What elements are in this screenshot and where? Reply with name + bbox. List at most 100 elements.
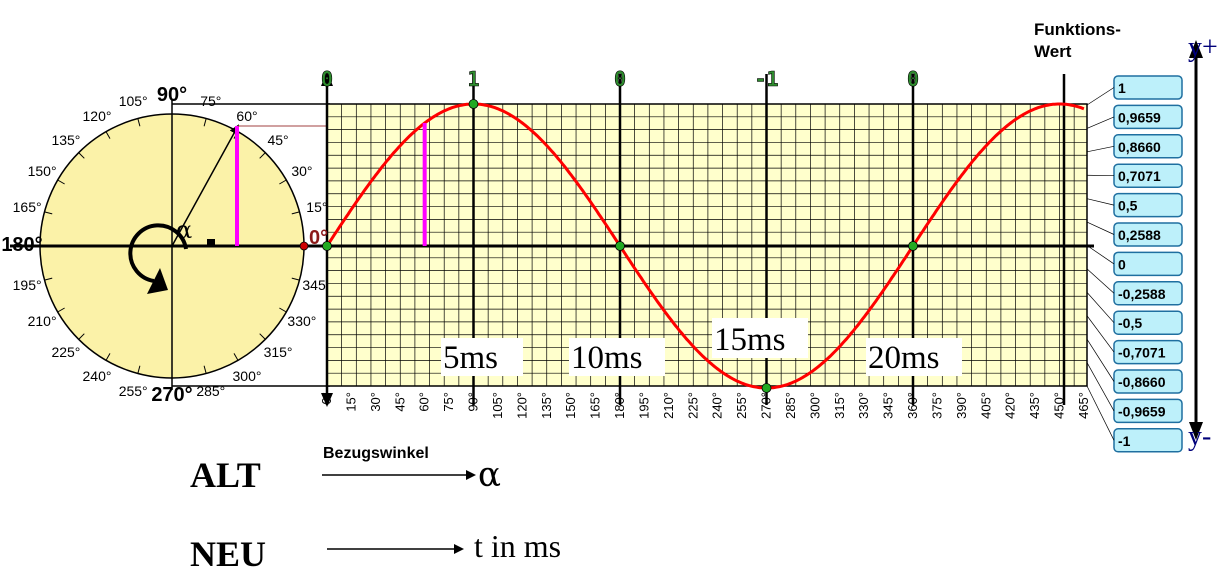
circle-angle-label: 105° [119, 93, 148, 109]
circle-tick [279, 179, 287, 185]
function-value: -0,9659 [1118, 403, 1166, 419]
legend-group: Bezugswinkel α ALT NEU t in ms [190, 445, 561, 574]
circle-angle-label: 315° [264, 344, 293, 360]
x-tick-label: 450° [1052, 392, 1067, 419]
key-point [761, 383, 772, 393]
alpha-symbol-circle: α [176, 216, 192, 244]
value-connector [1086, 338, 1115, 382]
top-value-label: 0 [907, 67, 919, 91]
circle-angle-label: 120° [83, 108, 112, 124]
x-tick-label: 315° [832, 392, 847, 419]
function-values-column: Funktions- Wert 1 0,9659 0,8660 0,7071 0,5 0,… [1034, 20, 1218, 453]
time-label: 5ms [443, 340, 498, 376]
neu-text: t in ms [474, 528, 561, 564]
circle-angle-label: 15° [306, 199, 327, 215]
function-value: 0,7071 [1118, 168, 1161, 184]
key-point [615, 241, 625, 251]
circle-tick [78, 152, 85, 159]
x-tick-label: 255° [734, 392, 749, 419]
x-tick-label: 405° [978, 392, 993, 419]
function-value: -0,5 [1118, 315, 1142, 331]
time-labels: 5ms 10ms 15ms 20ms [441, 318, 962, 376]
sine-plot: 0 1 0 -1 0 0° 15° 30° 45° 60° 75° 90° 105° 120° 135° 1… [309, 67, 1094, 419]
x-tick-label: 390° [954, 392, 969, 419]
time-label: 10ms [571, 340, 643, 376]
x-tick-label: 135° [539, 392, 554, 419]
function-value: 0,5 [1118, 198, 1138, 214]
plot-y-axis-arrow-up [321, 72, 333, 86]
value-connector [1086, 268, 1115, 294]
value-connector [1086, 292, 1115, 323]
value-connector [1086, 87, 1115, 106]
x-tick-label: 300° [807, 392, 822, 419]
x-tick-label: 15° [343, 392, 358, 412]
value-connector [1086, 245, 1115, 265]
rotation-arrow [128, 223, 188, 283]
x-tick-label: 30° [368, 392, 383, 412]
circle-tick [105, 353, 111, 361]
x-tick-label: 45° [392, 392, 407, 412]
value-connector [1086, 362, 1115, 412]
y-minus-label: y- [1188, 421, 1211, 452]
x-tick-label: 435° [1027, 392, 1042, 419]
function-value: 0,8660 [1118, 139, 1161, 155]
function-values-heading-1: Funktions- [1034, 20, 1121, 39]
function-value: -0,8660 [1118, 374, 1166, 390]
function-value: -0,2588 [1118, 286, 1166, 302]
circle-angle-label: 75° [200, 93, 221, 109]
circle-tick [259, 152, 266, 159]
alt-label: ALT [190, 455, 261, 495]
circle-angle-label: 240° [83, 368, 112, 384]
circle-tick [57, 307, 65, 313]
y-plus-label: y+ [1188, 32, 1218, 63]
key-point [908, 241, 918, 251]
time-label: 20ms [868, 340, 940, 376]
x-tick-label: 345° [881, 392, 896, 419]
x-tick-label: 360° [905, 392, 920, 419]
zero-degree-label: 0° [309, 227, 328, 249]
top-function-values: 0 1 0 -1 0 [321, 67, 920, 92]
circle-angle-label: 330° [287, 313, 316, 329]
circle-angle-label: 285° [196, 383, 225, 399]
circle-tick [233, 353, 239, 361]
function-value: 1 [1118, 80, 1126, 96]
top-value-label: 0 [321, 67, 333, 91]
circle-angle-label: 45° [267, 132, 288, 148]
circle-tick [259, 333, 266, 340]
function-values-heading-2: Wert [1034, 42, 1072, 61]
function-value: 0,9659 [1118, 109, 1161, 125]
x-tick-label: 330° [856, 392, 871, 419]
circle-angle-label: 255° [119, 383, 148, 399]
circle-tick [137, 365, 141, 374]
circle-tick [78, 333, 85, 340]
value-axis-arrow-down [1189, 422, 1203, 440]
x-tick-label: 60° [417, 392, 432, 412]
top-value-label: -1 [754, 67, 778, 91]
circle-angle-label: 210° [28, 313, 57, 329]
top-value-label: 1 [467, 67, 479, 91]
x-tick-label: 165° [588, 392, 603, 419]
time-label-box [569, 338, 665, 376]
x-tick-label: 225° [685, 392, 700, 419]
top-value-label: 0 [614, 67, 626, 91]
value-connector [1086, 315, 1115, 353]
function-value: -0,7071 [1118, 345, 1166, 361]
circle-angle-label: 270° [151, 384, 192, 406]
value-connector [1086, 221, 1115, 235]
rotation-arrowhead [147, 268, 168, 294]
circle-angle-label: 135° [51, 132, 80, 148]
circle-tick [203, 365, 207, 374]
x-tick-label: 195° [636, 392, 651, 419]
circle-angle-label: 90° [157, 84, 187, 106]
circle-tick [105, 131, 111, 139]
time-label-box [712, 318, 808, 358]
circle-tick [44, 277, 53, 281]
x-tick-label: 120° [514, 392, 529, 419]
time-label: 15ms [714, 322, 786, 358]
x-tick-label: 240° [710, 392, 725, 419]
x-tick-label: 75° [441, 392, 456, 412]
circle-tick [137, 118, 141, 127]
radius-arrow [171, 124, 239, 247]
sine-curve [325, 102, 1085, 390]
